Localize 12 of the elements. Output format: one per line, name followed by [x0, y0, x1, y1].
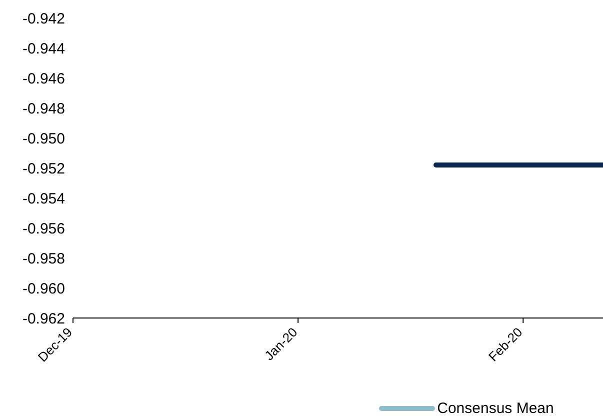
y-tick-label: -0.962 [22, 310, 65, 328]
y-tick-label: -0.946 [22, 70, 65, 88]
legend-label: Consensus Mean [437, 400, 554, 417]
y-tick-label: -0.958 [22, 250, 65, 268]
y-tick-label: -0.960 [22, 280, 65, 298]
y-tick-label: -0.942 [22, 10, 65, 28]
y-tick-label: -0.944 [22, 40, 65, 58]
y-tick-label: -0.950 [22, 130, 65, 148]
y-tick-label: -0.952 [22, 160, 65, 178]
y-tick-label: -0.954 [22, 190, 65, 208]
y-tick-label: -0.948 [22, 100, 65, 118]
y-tick-label: -0.956 [22, 220, 65, 238]
